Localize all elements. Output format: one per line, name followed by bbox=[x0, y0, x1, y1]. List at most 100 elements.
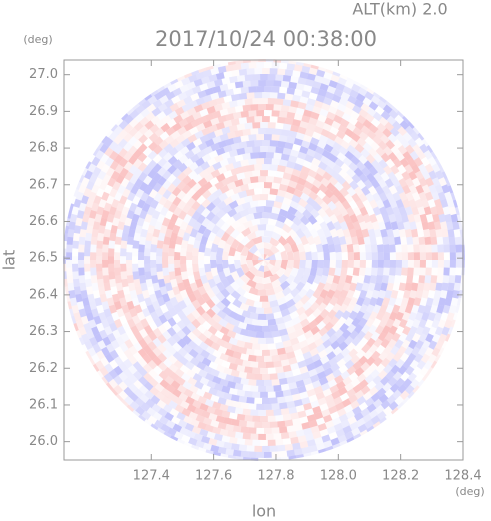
radar-cell bbox=[322, 123, 333, 132]
radar-cell bbox=[390, 289, 399, 299]
radar-cell bbox=[212, 375, 222, 385]
radar-cell bbox=[225, 399, 235, 407]
radar-cell bbox=[324, 321, 334, 332]
radar-cell bbox=[427, 353, 437, 364]
radar-cell bbox=[201, 435, 211, 444]
radar-cell bbox=[405, 332, 415, 343]
radar-cell bbox=[128, 355, 138, 365]
radar-cell bbox=[168, 110, 178, 120]
radar-cell bbox=[178, 356, 189, 366]
radar-cell bbox=[259, 295, 269, 302]
radar-cell bbox=[191, 299, 201, 310]
radar-cell bbox=[221, 334, 231, 343]
radar-cell bbox=[363, 179, 374, 189]
radar-cell bbox=[262, 373, 270, 380]
radar-cell bbox=[282, 223, 293, 234]
x-tick-label: 128.4 bbox=[444, 469, 481, 484]
radar-cell bbox=[157, 232, 166, 242]
radar-cell bbox=[204, 112, 215, 122]
radar-cell bbox=[252, 122, 261, 129]
radar-cell bbox=[157, 157, 168, 168]
radar-cell bbox=[192, 373, 203, 383]
radar-cell bbox=[177, 91, 188, 101]
radar-cell bbox=[375, 199, 385, 209]
radar-cell bbox=[236, 75, 246, 82]
radar-cell bbox=[232, 185, 242, 195]
radar-cell bbox=[269, 421, 278, 428]
radar-cell bbox=[304, 128, 315, 137]
radar-cell bbox=[277, 140, 286, 148]
radar-cell bbox=[67, 282, 75, 291]
radar-cell bbox=[407, 267, 414, 276]
radar-cell bbox=[306, 388, 316, 397]
radar-cell bbox=[217, 165, 228, 175]
radar-cell bbox=[96, 160, 106, 170]
radar-cell bbox=[126, 236, 134, 245]
radar-cell bbox=[164, 375, 175, 385]
radar-cell bbox=[341, 329, 352, 340]
radar-cell bbox=[177, 200, 187, 210]
radar-cell bbox=[306, 98, 316, 106]
radar-cell bbox=[309, 267, 318, 277]
radar-cell bbox=[174, 368, 185, 378]
radar-cell bbox=[128, 164, 138, 175]
radar-cell bbox=[410, 378, 420, 389]
radar-cell bbox=[176, 329, 187, 340]
radar-cell bbox=[384, 332, 394, 342]
radar-cell bbox=[411, 177, 421, 188]
radar-cell bbox=[147, 159, 157, 170]
radar-cell bbox=[260, 170, 268, 177]
radar-cell bbox=[279, 451, 287, 458]
radar-cell bbox=[352, 303, 362, 314]
radar-cell bbox=[315, 365, 325, 374]
radar-cell bbox=[159, 415, 169, 425]
radar-cell bbox=[78, 252, 85, 260]
radar-cell bbox=[341, 398, 352, 408]
radar-cell bbox=[320, 177, 331, 187]
radar-cell bbox=[186, 107, 197, 117]
radar-cell bbox=[110, 170, 120, 181]
radar-cell bbox=[293, 399, 303, 407]
radar-cell bbox=[181, 184, 192, 195]
radar-cell bbox=[264, 331, 273, 338]
radar-cell bbox=[225, 284, 235, 295]
radar-cell bbox=[238, 346, 248, 355]
radar-cell bbox=[172, 196, 182, 207]
y-tick-label: 26.2 bbox=[29, 361, 58, 376]
radar-cell bbox=[200, 235, 209, 246]
radar-cell bbox=[269, 299, 279, 308]
radar-cell bbox=[449, 252, 456, 260]
radar-cell bbox=[88, 319, 97, 329]
radar-cell bbox=[139, 116, 150, 127]
radar-cell bbox=[417, 229, 424, 238]
radar-cell bbox=[435, 229, 443, 238]
radar-cell bbox=[66, 260, 73, 268]
radar-cell bbox=[305, 288, 315, 299]
radar-cell bbox=[448, 304, 457, 314]
radar-cell bbox=[187, 340, 198, 350]
radar-cell bbox=[293, 138, 303, 146]
radar-cell bbox=[124, 339, 134, 349]
radar-cell bbox=[264, 355, 272, 362]
radar-cell bbox=[369, 311, 378, 321]
radar-cell bbox=[228, 362, 238, 371]
radar-cell bbox=[154, 419, 164, 429]
radar-cell bbox=[413, 260, 420, 268]
radar-cell bbox=[102, 236, 110, 245]
radar-cell bbox=[322, 296, 332, 306]
radar-cell bbox=[356, 213, 365, 224]
radar-cell bbox=[323, 143, 334, 153]
radar-cell bbox=[257, 289, 267, 296]
radar-cell bbox=[186, 243, 194, 253]
radar-cell bbox=[358, 379, 369, 389]
radar-cell bbox=[431, 268, 438, 276]
radar-cell bbox=[392, 304, 401, 314]
radar-cell bbox=[219, 352, 229, 362]
radar-cell bbox=[306, 235, 316, 246]
radar-cell bbox=[250, 457, 259, 461]
radar-cell bbox=[151, 275, 159, 284]
radar-cell bbox=[252, 275, 263, 284]
radar-cell bbox=[318, 134, 329, 144]
radar-cell bbox=[103, 308, 112, 318]
radar-cell bbox=[177, 228, 186, 238]
